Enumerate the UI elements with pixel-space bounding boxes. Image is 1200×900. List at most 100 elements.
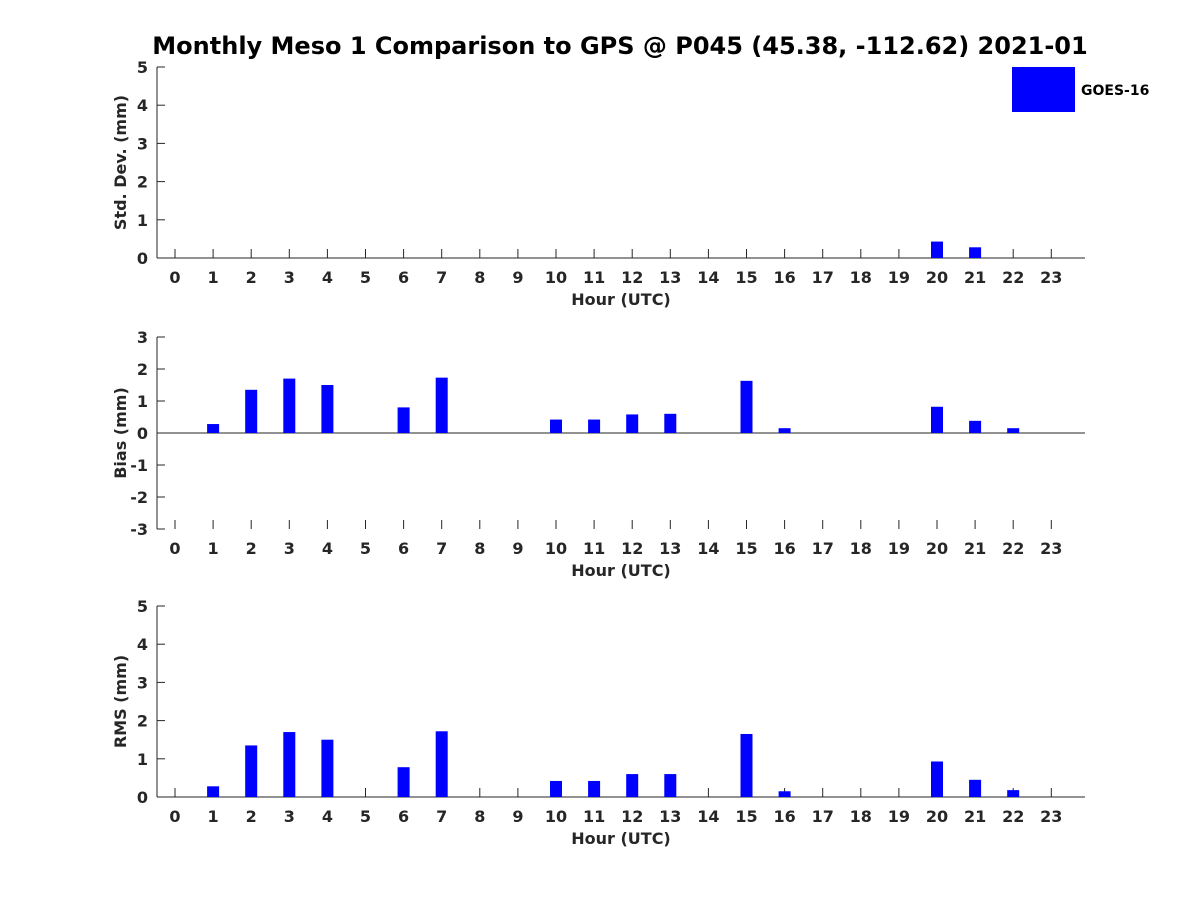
x-tick-label-std: 4: [322, 268, 333, 287]
bar-rms-hour-11: [588, 780, 601, 797]
bar-bias-hour-1: [207, 424, 220, 433]
x-tick-label-std: 10: [545, 268, 567, 287]
bar-bias-hour-21: [969, 420, 982, 433]
bar-bias-hour-20: [931, 406, 943, 433]
x-axis-label-bias: Hour (UTC): [571, 561, 671, 580]
x-tick-label-std: 22: [1002, 268, 1024, 287]
x-tick-label-rms: 20: [926, 807, 948, 826]
x-tick-label-rms: 8: [474, 807, 485, 826]
x-tick-label-bias: 10: [545, 539, 567, 558]
bar-bias-hour-11: [588, 419, 601, 433]
x-tick-label-bias: 8: [474, 539, 485, 558]
x-tick-label-bias: 3: [284, 539, 295, 558]
x-tick-label-std: 15: [735, 268, 757, 287]
bar-rms-hour-6: [397, 767, 410, 797]
x-tick-label-std: 18: [850, 268, 872, 287]
x-tick-label-rms: 21: [964, 807, 986, 826]
x-tick-label-rms: 0: [169, 807, 180, 826]
x-tick-label-bias: 20: [926, 539, 948, 558]
y-axis-label-std: Std. Dev. (mm): [111, 95, 130, 230]
x-tick-label-std: 2: [246, 268, 257, 287]
y-tick-label-bias: -3: [130, 520, 148, 539]
x-tick-label-bias: 5: [360, 539, 371, 558]
x-tick-label-rms: 2: [246, 807, 257, 826]
x-tick-label-rms: 10: [545, 807, 567, 826]
x-tick-label-bias: 12: [621, 539, 643, 558]
x-tick-label-bias: 9: [512, 539, 523, 558]
x-tick-label-rms: 17: [812, 807, 834, 826]
x-tick-label-rms: 23: [1040, 807, 1062, 826]
bar-rms-hour-22: [1007, 790, 1020, 797]
x-tick-label-rms: 6: [398, 807, 409, 826]
x-tick-label-rms: 3: [284, 807, 295, 826]
x-tick-label-std: 11: [583, 268, 605, 287]
bar-bias-hour-7: [435, 377, 448, 433]
legend-swatch-goes-16: [1012, 67, 1075, 112]
x-tick-label-std: 8: [474, 268, 485, 287]
bar-rms-hour-13: [664, 774, 677, 797]
x-tick-label-rms: 16: [773, 807, 795, 826]
bar-rms-hour-7: [435, 731, 448, 797]
x-tick-label-rms: 9: [512, 807, 523, 826]
x-tick-label-bias: 17: [812, 539, 834, 558]
y-tick-label-rms: 4: [137, 635, 148, 654]
bar-bias-hour-16: [778, 428, 791, 433]
bar-bias-hour-10: [550, 419, 562, 433]
x-tick-label-rms: 4: [322, 807, 333, 826]
y-axis-label-rms: RMS (mm): [111, 655, 130, 748]
legend: GOES-16: [1012, 67, 1149, 112]
y-tick-label-bias: 3: [137, 328, 148, 347]
x-tick-label-std: 3: [284, 268, 295, 287]
x-tick-label-rms: 13: [659, 807, 681, 826]
x-tick-label-std: 1: [208, 268, 219, 287]
x-tick-label-bias: 21: [964, 539, 986, 558]
x-tick-label-std: 21: [964, 268, 986, 287]
x-tick-label-bias: 14: [697, 539, 719, 558]
x-tick-label-bias: 11: [583, 539, 605, 558]
x-tick-label-bias: 4: [322, 539, 333, 558]
x-tick-label-std: 7: [436, 268, 447, 287]
y-tick-label-rms: 0: [137, 788, 148, 807]
x-tick-label-bias: 19: [888, 539, 910, 558]
x-tick-label-std: 6: [398, 268, 409, 287]
x-tick-label-bias: 2: [246, 539, 257, 558]
x-tick-label-rms: 22: [1002, 807, 1024, 826]
y-tick-label-rms: 5: [137, 597, 148, 616]
x-tick-label-bias: 22: [1002, 539, 1024, 558]
x-tick-label-bias: 6: [398, 539, 409, 558]
x-tick-label-rms: 12: [621, 807, 643, 826]
y-tick-label-bias: -2: [130, 488, 148, 507]
x-tick-label-std: 20: [926, 268, 948, 287]
chart-title: Monthly Meso 1 Comparison to GPS @ P045 …: [152, 32, 1087, 60]
x-tick-label-bias: 15: [735, 539, 757, 558]
y-tick-label-rms: 2: [137, 712, 148, 731]
bar-bias-hour-6: [397, 407, 410, 433]
bar-rms-hour-15: [740, 733, 753, 797]
x-axis-label-std: Hour (UTC): [571, 290, 671, 309]
x-tick-label-rms: 14: [697, 807, 719, 826]
y-tick-label-bias: 1: [137, 392, 148, 411]
y-tick-label-std: 3: [137, 134, 148, 153]
bar-std-hour-21: [969, 247, 982, 258]
y-axis-label-bias: Bias (mm): [111, 387, 130, 479]
x-tick-label-bias: 7: [436, 539, 447, 558]
x-tick-label-std: 5: [360, 268, 371, 287]
bar-rms-hour-1: [207, 786, 220, 797]
y-tick-label-std: 0: [137, 249, 148, 268]
x-tick-label-std: 12: [621, 268, 643, 287]
bar-bias-hour-2: [245, 389, 258, 433]
y-tick-label-rms: 3: [137, 673, 148, 692]
x-tick-label-std: 14: [697, 268, 719, 287]
x-tick-label-bias: 13: [659, 539, 681, 558]
bar-rms-hour-16: [778, 791, 791, 797]
x-tick-label-rms: 19: [888, 807, 910, 826]
bar-bias-hour-13: [664, 413, 677, 433]
x-tick-label-std: 9: [512, 268, 523, 287]
bar-std-hour-20: [931, 241, 943, 258]
x-tick-label-rms: 1: [208, 807, 219, 826]
x-axis-label-rms: Hour (UTC): [571, 829, 671, 848]
